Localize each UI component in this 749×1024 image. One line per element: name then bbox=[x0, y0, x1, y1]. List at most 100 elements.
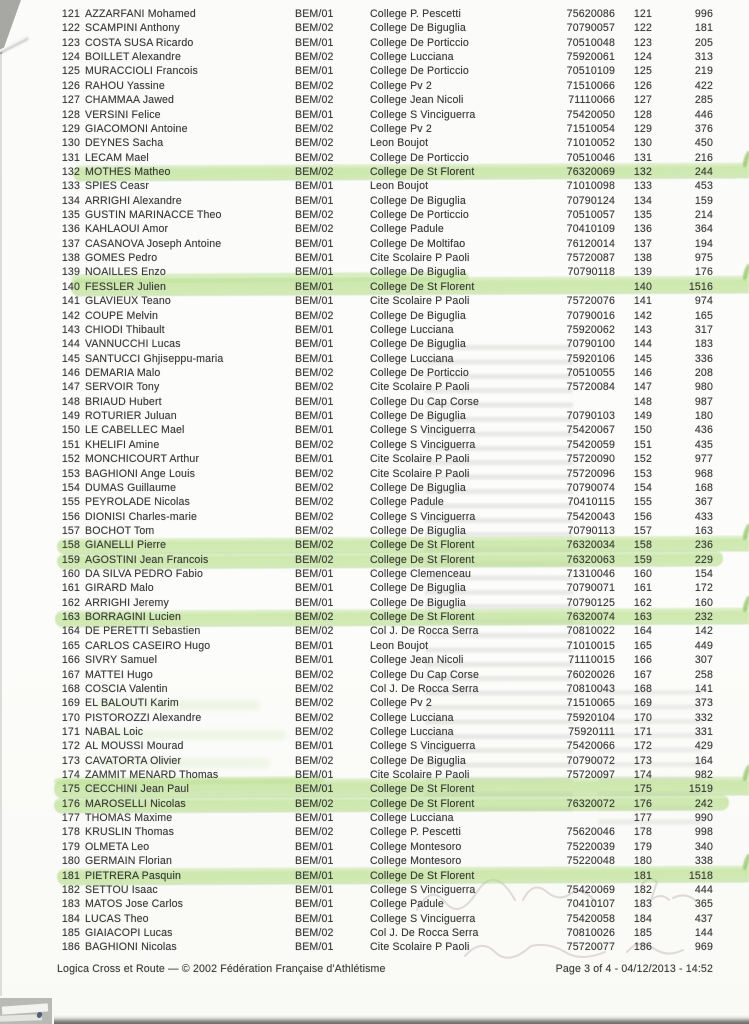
school-cell: College De Porticcio bbox=[370, 209, 469, 222]
rank-cell: 173 bbox=[61, 754, 80, 767]
category-cell: BEM/01 bbox=[295, 352, 334, 365]
category-cell: BEM/02 bbox=[295, 381, 334, 394]
name-cell: MAROSELLI Nicolas bbox=[85, 797, 186, 810]
name-cell: NOAILLES Enzo bbox=[85, 266, 166, 279]
score-cell: 154 bbox=[694, 568, 713, 581]
rank-cell: 166 bbox=[61, 654, 80, 667]
school-cell: College De Biguglia bbox=[370, 338, 466, 351]
school-cell: Col J. De Rocca Serra bbox=[370, 682, 479, 695]
position-cell: 124 bbox=[633, 51, 652, 64]
name-cell: LECAM Mael bbox=[85, 151, 149, 164]
score-cell: 1516 bbox=[688, 280, 713, 293]
school-cell: College De Biguglia bbox=[370, 582, 466, 595]
position-cell: 180 bbox=[633, 855, 652, 868]
result-row: 139 NOAILLES Enzo BEM/01 College De Bigu… bbox=[0, 265, 749, 284]
license-cell: 75720096 bbox=[566, 467, 615, 480]
category-cell: BEM/01 bbox=[295, 912, 334, 925]
position-cell: 166 bbox=[633, 654, 652, 667]
score-cell: 331 bbox=[694, 725, 713, 738]
rank-cell: 131 bbox=[61, 151, 80, 164]
position-cell: 164 bbox=[633, 625, 652, 638]
school-cell: College De St Florent bbox=[370, 539, 475, 552]
score-cell: 998 bbox=[694, 826, 713, 839]
score-cell: 987 bbox=[694, 395, 713, 408]
result-row: 129 GIACOMONI Antoine BEM/02 College Pv … bbox=[0, 122, 749, 136]
license-cell: 75420067 bbox=[566, 424, 615, 437]
rank-cell: 161 bbox=[61, 582, 80, 595]
position-cell: 139 bbox=[633, 266, 652, 279]
name-cell: CHAMMAA Jawed bbox=[85, 94, 175, 107]
category-cell: BEM/01 bbox=[295, 941, 334, 954]
score-cell: 142 bbox=[694, 625, 713, 638]
name-cell: GERMAIN Florian bbox=[85, 855, 173, 868]
school-cell: College Pv 2 bbox=[370, 697, 432, 710]
name-cell: ARRIGHI Jeremy bbox=[85, 596, 169, 609]
score-cell: 180 bbox=[694, 410, 713, 423]
position-cell: 152 bbox=[633, 453, 652, 466]
result-row: 152 MONCHICOURT Arthur BEM/01 Cite Scola… bbox=[0, 452, 749, 466]
position-cell: 145 bbox=[633, 352, 652, 365]
category-cell: BEM/01 bbox=[295, 295, 334, 308]
score-cell: 163 bbox=[694, 524, 713, 537]
name-cell: AL MOUSSI Mourad bbox=[85, 740, 184, 753]
license-cell: 70510055 bbox=[566, 366, 615, 379]
result-row: 160 DA SILVA PEDRO Fabio BEM/01 College … bbox=[0, 567, 749, 581]
category-cell: BEM/02 bbox=[295, 927, 334, 939]
category-cell: BEM/02 bbox=[295, 309, 334, 322]
name-cell: DE PERETTI Sebastien bbox=[85, 625, 201, 638]
score-cell: 317 bbox=[694, 323, 713, 336]
license-cell: 75420069 bbox=[566, 883, 615, 896]
score-cell: 433 bbox=[694, 510, 713, 523]
school-cell: Leon Boujot bbox=[370, 639, 429, 652]
rank-cell: 132 bbox=[61, 165, 80, 178]
name-cell: MATOS Jose Carlos bbox=[85, 898, 184, 911]
rank-cell: 178 bbox=[61, 826, 80, 839]
name-cell: GIAIACOPI Lucas bbox=[85, 927, 173, 939]
score-cell: 208 bbox=[694, 366, 713, 379]
school-cell: College De Biguglia bbox=[370, 194, 466, 207]
license-cell: 76320072 bbox=[566, 797, 615, 810]
rank-cell: 155 bbox=[61, 496, 80, 509]
name-cell: SERVOIR Tony bbox=[85, 381, 160, 394]
name-cell: CECCHINI Jean Paul bbox=[85, 783, 189, 796]
result-row: 151 KHELIFI Amine BEM/02 College S Vinci… bbox=[0, 438, 749, 452]
category-cell: BEM/01 bbox=[295, 252, 334, 265]
result-row: 141 GLAVIEUX Teano BEM/01 Cite Scolaire … bbox=[0, 294, 749, 308]
rank-cell: 122 bbox=[61, 22, 80, 35]
rank-cell: 126 bbox=[61, 79, 80, 92]
position-cell: 181 bbox=[633, 869, 652, 882]
rank-cell: 137 bbox=[61, 237, 80, 250]
score-cell: 975 bbox=[694, 252, 713, 265]
school-cell: College De St Florent bbox=[370, 165, 475, 178]
score-cell: 373 bbox=[694, 697, 713, 710]
page-footer: Logica Cross et Route — © 2002 Fédératio… bbox=[57, 963, 713, 975]
category-cell: BEM/01 bbox=[295, 883, 334, 896]
result-row: 182 SETTOU Isaac BEM/01 College S Vincig… bbox=[0, 883, 749, 897]
license-cell: 75620046 bbox=[566, 826, 615, 839]
license-cell: 70790057 bbox=[566, 22, 615, 35]
position-cell: 169 bbox=[633, 697, 652, 710]
name-cell: OLMETA Leo bbox=[85, 840, 150, 853]
result-row: 125 MURACCIOLI Francois BEM/01 College D… bbox=[0, 64, 749, 78]
license-cell: 70410109 bbox=[566, 223, 615, 236]
name-cell: DEYNES Sacha bbox=[85, 137, 164, 150]
license-cell: 75620086 bbox=[566, 8, 615, 20]
category-cell: BEM/01 bbox=[295, 855, 334, 868]
score-cell: 980 bbox=[694, 381, 713, 394]
score-cell: 183 bbox=[694, 338, 713, 351]
license-cell: 70790103 bbox=[566, 410, 615, 423]
school-cell: Cite Scolaire P Paoli bbox=[370, 252, 470, 265]
license-cell: 75720090 bbox=[566, 453, 615, 466]
result-row: 143 CHIODI Thibault BEM/01 College Lucci… bbox=[0, 323, 749, 337]
rank-cell: 167 bbox=[61, 668, 80, 681]
school-cell: College De Porticcio bbox=[370, 36, 469, 49]
category-cell: BEM/02 bbox=[295, 366, 334, 379]
result-row: 171 NABAL Loic BEM/02 College Lucciana 7… bbox=[0, 725, 749, 739]
score-cell: 141 bbox=[694, 682, 713, 695]
name-cell: PEYROLADE Nicolas bbox=[85, 496, 190, 509]
rank-cell: 156 bbox=[61, 510, 80, 523]
position-cell: 183 bbox=[633, 898, 652, 911]
score-cell: 168 bbox=[694, 481, 713, 494]
category-cell: BEM/02 bbox=[295, 754, 334, 767]
category-cell: BEM/02 bbox=[295, 711, 334, 724]
